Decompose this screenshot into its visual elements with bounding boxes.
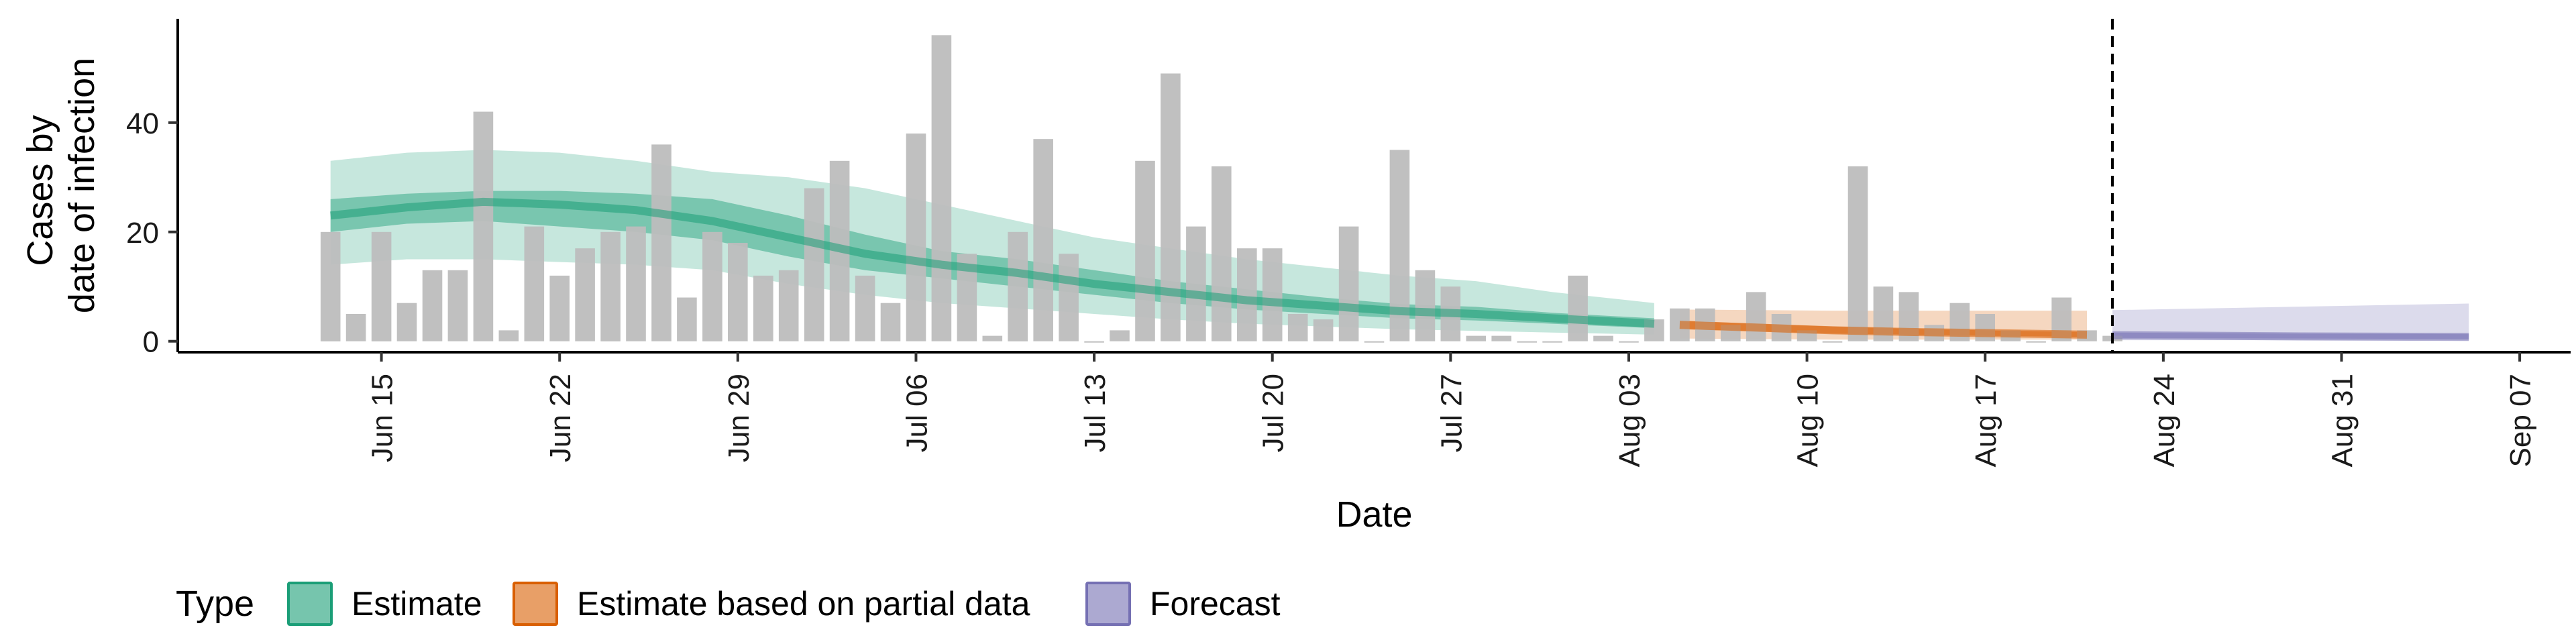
median-line-0 bbox=[330, 197, 1655, 328]
x-tick-label: Jul 06 bbox=[901, 374, 934, 452]
bar bbox=[677, 297, 697, 341]
legend-key-0 bbox=[287, 582, 333, 626]
bar bbox=[778, 270, 799, 341]
legend-label-1: Estimate based on partial data bbox=[577, 585, 1030, 623]
bar bbox=[498, 330, 519, 341]
x-tick-label: Jun 29 bbox=[722, 374, 755, 462]
bar bbox=[753, 275, 773, 341]
y-tick-label: 40 bbox=[126, 107, 159, 140]
bar bbox=[345, 314, 366, 341]
bar bbox=[1161, 73, 1181, 341]
x-tick-label: Jul 27 bbox=[1435, 374, 1468, 452]
x-tick-label: Sep 07 bbox=[2504, 374, 2537, 467]
bar bbox=[1059, 254, 1079, 341]
bar bbox=[524, 226, 545, 341]
legend-label-2: Forecast bbox=[1150, 585, 1281, 623]
bar bbox=[447, 270, 468, 341]
median-line-2 bbox=[2112, 331, 2469, 341]
bar bbox=[1746, 292, 1766, 341]
bar bbox=[1110, 330, 1130, 341]
bar bbox=[728, 243, 748, 341]
x-tick-label: Jul 20 bbox=[1257, 374, 1290, 452]
x-tick-label: Aug 17 bbox=[1970, 374, 2002, 467]
legend-title: Type bbox=[176, 584, 254, 624]
bar bbox=[1287, 314, 1308, 341]
legend-key-1 bbox=[513, 582, 558, 626]
bar bbox=[931, 35, 952, 341]
x-tick-label: Aug 10 bbox=[1792, 374, 1825, 467]
legend-label-0: Estimate bbox=[352, 585, 482, 623]
bar bbox=[982, 335, 1003, 341]
bar bbox=[1338, 226, 1359, 341]
y-axis-title-line-2: date of infection bbox=[62, 58, 102, 313]
y-axis-title-line-1: Cases by bbox=[20, 115, 60, 266]
bar bbox=[1593, 335, 1613, 341]
bar bbox=[1568, 275, 1588, 341]
x-tick-label: Jul 13 bbox=[1079, 374, 1112, 452]
bar bbox=[1237, 248, 1257, 341]
y-axis-title: Cases by date of infection bbox=[20, 58, 102, 313]
bar bbox=[1033, 139, 1053, 341]
bar bbox=[1542, 341, 1562, 343]
x-tick-label: Jun 15 bbox=[366, 374, 399, 462]
bar bbox=[855, 275, 875, 341]
x-axis-title: Date bbox=[1336, 494, 1412, 535]
bar bbox=[320, 231, 341, 341]
x-tick-label: Jun 22 bbox=[544, 374, 577, 462]
x-tick-label: Aug 31 bbox=[2326, 374, 2359, 467]
bar bbox=[1466, 335, 1487, 341]
bar bbox=[880, 303, 901, 341]
bar bbox=[1313, 319, 1334, 341]
bar bbox=[1822, 341, 1843, 343]
bar bbox=[2026, 341, 2046, 343]
bar bbox=[422, 270, 443, 341]
bar bbox=[1517, 341, 1537, 343]
bar bbox=[1186, 226, 1206, 341]
bar bbox=[371, 231, 392, 341]
bar bbox=[651, 144, 672, 341]
bar bbox=[549, 275, 570, 341]
bar bbox=[1491, 335, 1511, 341]
axes-layer: 0 20 40 Jun 15 Jun 22 Jun 29 Jul 06 Jul 13 Jul 2… bbox=[126, 19, 2571, 467]
bar bbox=[1262, 248, 1283, 341]
bar bbox=[1619, 341, 1639, 343]
y-tick-label: 20 bbox=[126, 217, 159, 250]
bar bbox=[575, 248, 595, 341]
bar bbox=[1847, 166, 1868, 341]
legend-key-2 bbox=[1085, 582, 1131, 626]
bar bbox=[1084, 341, 1104, 343]
y-tick-label: 0 bbox=[143, 326, 159, 359]
bar bbox=[600, 231, 621, 341]
bar bbox=[473, 111, 494, 341]
median-line-1 bbox=[1679, 321, 2088, 339]
bar bbox=[804, 188, 824, 341]
ribbon-outer-2 bbox=[2112, 303, 2469, 341]
bar bbox=[1415, 270, 1436, 341]
bar bbox=[906, 133, 926, 341]
bar bbox=[626, 226, 646, 341]
bar bbox=[396, 303, 417, 341]
bar bbox=[1008, 231, 1028, 341]
median-lines-layer bbox=[330, 197, 2469, 341]
x-tick-label: Aug 03 bbox=[1613, 374, 1646, 467]
bar bbox=[1135, 160, 1155, 341]
legend: Type Estimate Estimate based on partial da… bbox=[176, 582, 1281, 626]
bar bbox=[1364, 341, 1385, 343]
bar bbox=[1212, 166, 1232, 341]
x-tick-label: Aug 24 bbox=[2148, 374, 2181, 467]
bar bbox=[702, 231, 722, 341]
